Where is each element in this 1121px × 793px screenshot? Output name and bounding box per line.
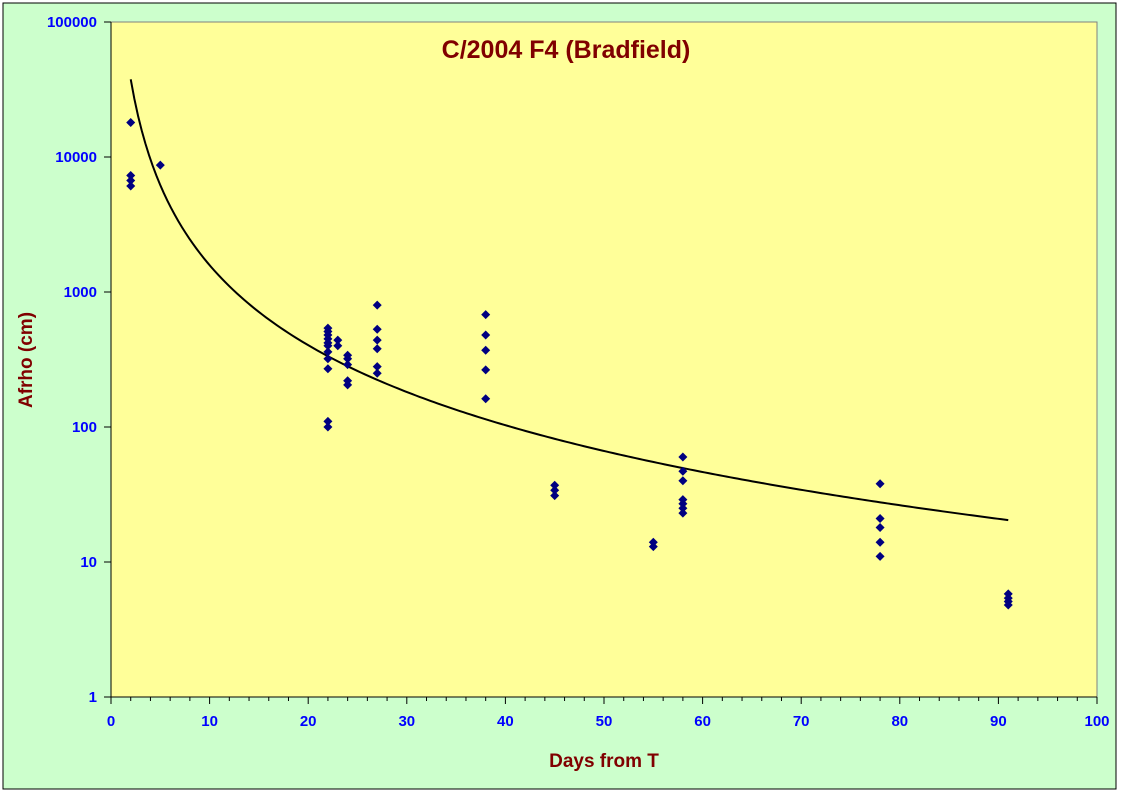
data-point (481, 365, 491, 375)
data-point (323, 422, 333, 432)
y-tick-label: 100 (72, 419, 97, 436)
data-point (875, 523, 885, 533)
x-tick-label: 70 (793, 713, 810, 730)
data-point (323, 416, 333, 426)
data-point (323, 341, 333, 351)
data-point (481, 345, 491, 355)
x-axis-title: Days from T (549, 751, 659, 772)
data-point (550, 485, 560, 495)
x-ticks: 0 10 20 30 40 50 60 70 80 90 100 (107, 697, 1110, 730)
x-tick-label: 20 (300, 713, 317, 730)
data-point (343, 354, 353, 364)
x-tick-label: 0 (107, 713, 115, 730)
data-point (126, 170, 136, 180)
data-point (678, 508, 688, 518)
x-tick-label: 60 (694, 713, 711, 730)
y-tick-label: 1 (89, 689, 97, 706)
x-tick-label: 80 (891, 713, 908, 730)
data-point (678, 499, 688, 509)
data-point (875, 537, 885, 547)
y-tick-label: 10 (80, 554, 97, 571)
data-point (372, 344, 382, 354)
data-point (1003, 600, 1013, 610)
data-point (481, 330, 491, 340)
chart-title: C/2004 F4 (Bradfield) (442, 36, 691, 64)
data-point (875, 551, 885, 561)
data-point (323, 364, 333, 374)
data-point (678, 476, 688, 486)
trendline (129, 79, 1009, 522)
data-point (372, 300, 382, 310)
x-tick-label: 40 (497, 713, 514, 730)
data-point (678, 503, 688, 513)
data-point (481, 394, 491, 404)
x-tick-label: 90 (990, 713, 1007, 730)
data-point (648, 542, 658, 552)
data-point (323, 354, 333, 364)
x-tick-label: 10 (201, 713, 218, 730)
data-point (875, 479, 885, 489)
x-tick-label: 30 (398, 713, 415, 730)
data-point (550, 491, 560, 501)
x-tick-label: 50 (596, 713, 613, 730)
data-point (875, 514, 885, 524)
y-tick-label: 1000 (64, 284, 97, 301)
data-point (126, 175, 136, 185)
data-point (333, 341, 343, 351)
data-point (372, 368, 382, 378)
y-tick-label: 10000 (55, 149, 97, 166)
y-axis-title: Afrho (cm) (16, 312, 37, 408)
data-point (343, 360, 353, 370)
x-tick-label: 100 (1084, 713, 1109, 730)
data-point (126, 118, 136, 128)
data-point (155, 160, 165, 170)
data-point (343, 380, 353, 390)
data-point (372, 362, 382, 372)
data-point (678, 466, 688, 476)
data-point (550, 480, 560, 490)
plot-area (110, 21, 1098, 698)
data-point (481, 310, 491, 320)
data-point (333, 335, 343, 345)
data-point (323, 347, 333, 357)
data-point (372, 324, 382, 334)
data-point (126, 181, 136, 191)
y-ticks: 1 10 100 1000 10000 100000 (47, 14, 111, 706)
data-point (372, 335, 382, 345)
trendline-layer (129, 79, 1009, 522)
y-tick-label: 100000 (47, 14, 97, 31)
data-points-layer (126, 118, 1013, 610)
data-point (678, 452, 688, 462)
